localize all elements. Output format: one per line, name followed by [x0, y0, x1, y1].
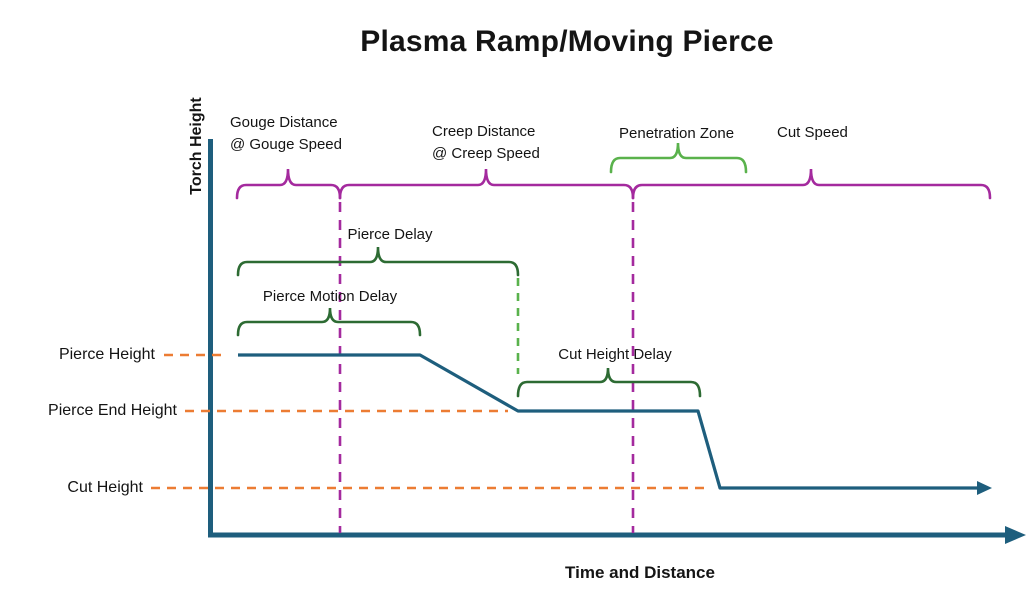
pierce-end-height-label: Pierce End Height: [48, 402, 177, 419]
y-axis-label: Torch Height: [188, 97, 205, 195]
pierce-delay-label: Pierce Delay: [347, 226, 433, 243]
creep-distance-label-line2: @ Creep Speed: [432, 145, 540, 162]
creep-distance-label-line1: Creep Distance: [432, 123, 536, 140]
cut-speed-brace: [631, 168, 992, 200]
penetration-zone-brace: [609, 142, 748, 174]
x-axis-label: Time and Distance: [565, 563, 715, 582]
cut-height-delay-brace: [516, 367, 702, 398]
creep-distance-label: Creep Distance @ Creep Speed: [432, 121, 540, 165]
pierce-height-label: Pierce Height: [58, 346, 155, 363]
torch-height-profile-line: [238, 353, 979, 490]
cut-height-delay-label: Cut Height Delay: [558, 346, 672, 363]
cut-height-label: Cut Height: [67, 479, 143, 496]
creep-distance-brace: [338, 168, 635, 200]
profile-arrowhead-icon: [977, 481, 992, 495]
pierce-motion-delay-brace: [236, 307, 422, 337]
gouge-distance-brace: [235, 168, 342, 200]
penetration-zone-label: Penetration Zone: [619, 125, 735, 142]
page-title: Plasma Ramp/Moving Pierce: [360, 25, 774, 58]
cut-speed-label: Cut Speed: [777, 124, 848, 141]
gouge-distance-label-line2: @ Gouge Speed: [230, 136, 342, 153]
pierce-delay-brace: [236, 246, 520, 277]
gouge-distance-label-line1: Gouge Distance: [230, 114, 338, 131]
pierce-motion-delay-label: Pierce Motion Delay: [262, 288, 398, 305]
gouge-distance-label: Gouge Distance @ Gouge Speed: [230, 112, 342, 156]
x-axis-arrowhead-icon: [1005, 526, 1026, 544]
